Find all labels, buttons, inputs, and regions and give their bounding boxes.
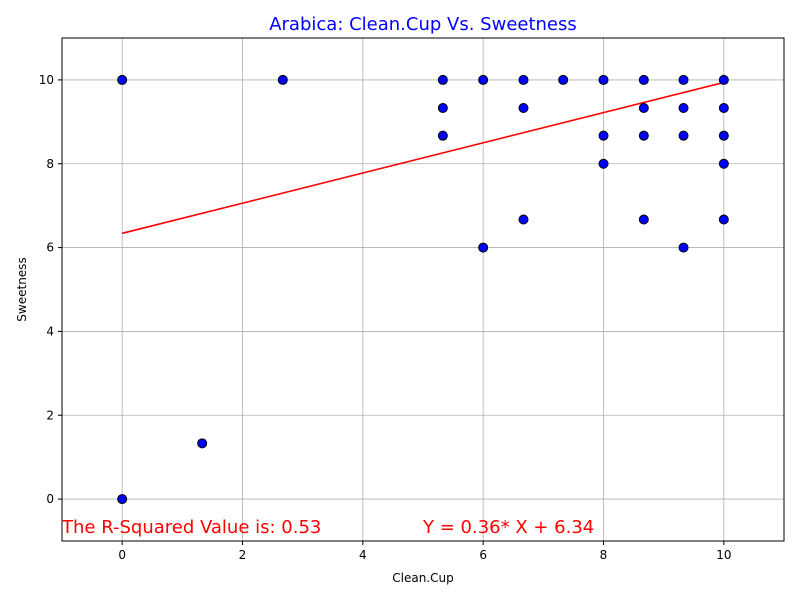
data-point xyxy=(678,74,689,85)
data-point xyxy=(638,74,649,85)
data-point xyxy=(437,74,448,85)
data-point xyxy=(558,74,569,85)
axis-ticks: 0 2 4 6 8 10 0 2 4 6 8 10 xyxy=(39,73,732,562)
data-point xyxy=(277,74,288,85)
data-point xyxy=(718,74,729,85)
data-point xyxy=(437,130,448,141)
y-tick-label: 4 xyxy=(46,324,54,338)
x-tick-label: 8 xyxy=(600,548,608,562)
data-point xyxy=(437,103,448,114)
data-point xyxy=(478,242,489,253)
data-point xyxy=(678,242,689,253)
data-point xyxy=(718,158,729,169)
data-point xyxy=(598,130,609,141)
x-axis-label: Clean.Cup xyxy=(392,571,453,585)
data-point xyxy=(678,130,689,141)
y-tick-label: 8 xyxy=(46,157,54,171)
data-point xyxy=(598,74,609,85)
x-tick-label: 2 xyxy=(239,548,247,562)
y-tick-label: 6 xyxy=(46,241,54,255)
r-squared-annotation: The R-Squared Value is: 0.53 xyxy=(61,517,321,538)
data-point xyxy=(518,214,529,225)
data-point xyxy=(518,74,529,85)
data-point xyxy=(638,214,649,225)
grid-lines xyxy=(62,38,784,541)
data-point xyxy=(678,103,689,114)
regression-line xyxy=(121,81,725,235)
data-point xyxy=(718,214,729,225)
data-point xyxy=(117,74,128,85)
regression-equation-annotation: Y = 0.36* X + 6.34 xyxy=(422,517,594,538)
data-point xyxy=(638,130,649,141)
data-point xyxy=(718,103,729,114)
data-point xyxy=(718,130,729,141)
x-tick-label: 10 xyxy=(716,548,731,562)
data-points xyxy=(117,74,729,505)
regression-layer xyxy=(121,81,725,235)
data-point xyxy=(117,494,128,505)
x-tick-label: 0 xyxy=(118,548,126,562)
data-point xyxy=(478,74,489,85)
plot-frame xyxy=(61,37,785,542)
y-axis-label: Sweetness xyxy=(15,257,29,321)
data-point xyxy=(518,103,529,114)
y-tick-label: 10 xyxy=(39,73,54,87)
data-point xyxy=(598,158,609,169)
y-tick-label: 2 xyxy=(46,408,54,422)
x-tick-label: 4 xyxy=(359,548,367,562)
chart-title: Arabica: Clean.Cup Vs. Sweetness xyxy=(269,14,577,35)
x-tick-label: 6 xyxy=(479,548,487,562)
y-tick-label: 0 xyxy=(46,492,54,506)
data-point xyxy=(197,438,208,449)
data-point xyxy=(638,103,649,114)
